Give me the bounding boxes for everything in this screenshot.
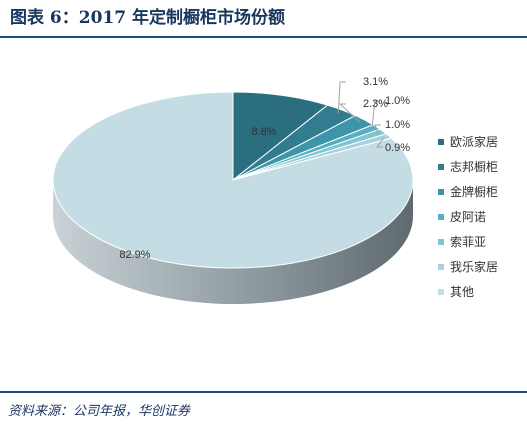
data-label-0: 8.8% [251,126,276,138]
legend-swatch-1 [438,164,444,170]
legend-swatch-6 [438,289,444,295]
legend-label-1: 志邦橱柜 [450,160,498,174]
data-labels: 8.8%82.9%3.1%2.3%1.0%1.0%0.9% [119,76,410,261]
data-label-2: 2.3% [363,98,388,110]
legend-swatch-2 [438,189,444,195]
pie-side-6 [53,180,413,304]
legend-swatch-3 [438,214,444,220]
source-divider [0,391,527,393]
data-label-5: 0.9% [385,142,410,154]
data-label-6: 82.9% [119,249,150,261]
legend-label-6: 其他 [450,285,474,299]
chart-title: 图表 6：2017 年定制橱柜市场份额 [10,8,285,28]
pie-chart: 8.8%82.9%3.1%2.3%1.0%1.0%0.9% 欧派家居志邦橱柜金牌… [52,76,498,304]
pie-slice-6 [52,91,414,269]
data-label-4: 1.0% [385,119,410,131]
legend-label-4: 索菲亚 [450,235,486,249]
source-note: 资料来源：公司年报，华创证券 [8,404,191,419]
pie-3d-side [53,180,413,304]
legend-label-2: 金牌橱柜 [450,184,498,199]
leader-line-2 [338,103,361,124]
data-label-1: 3.1% [363,76,388,88]
leader-line-3 [371,100,381,130]
legend-swatch-0 [438,139,444,145]
leader-lines [337,81,385,148]
legend-label-3: 皮阿诺 [450,210,486,224]
legend-swatch-4 [438,239,444,245]
data-label-3: 1.0% [385,95,410,107]
pie-slices [52,91,414,269]
legend-label-5: 我乐家居 [450,259,498,274]
leader-line-5 [376,137,385,148]
legend-label-0: 欧派家居 [450,134,498,149]
leader-line-1 [337,81,346,114]
leader-line-4 [374,124,381,134]
pie-slice-0 [232,91,329,182]
title-divider [0,36,527,38]
legend-swatch-5 [438,264,444,270]
